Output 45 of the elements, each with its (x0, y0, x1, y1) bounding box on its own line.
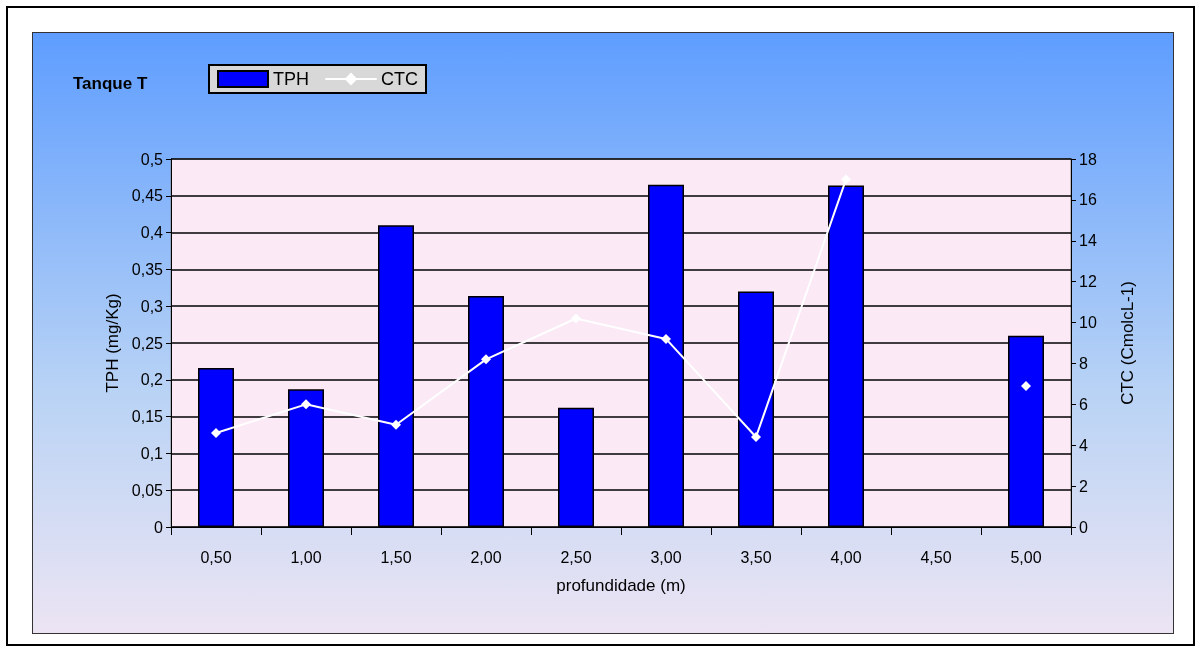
y2-tick-label: 8 (1079, 354, 1088, 372)
x-tick-label: 0,50 (200, 548, 232, 566)
x-tick-label: 5,00 (1010, 548, 1042, 566)
point (391, 419, 401, 430)
y2-tick-label: 18 (1079, 150, 1097, 168)
point (301, 399, 311, 410)
x-tick-label: 3,00 (650, 548, 682, 566)
y2-tick-label: 6 (1079, 395, 1088, 413)
point (211, 427, 221, 438)
y2-axis-title: CTC (CmolcL-1) (1118, 281, 1137, 405)
x-tick-label: 3,50 (740, 548, 772, 566)
x-tick-label: 4,00 (830, 548, 862, 566)
y-tick-label: 0,4 (140, 224, 164, 242)
y2-tick-label: 10 (1079, 314, 1097, 332)
chart-title: Tanque T (73, 74, 148, 93)
y-tick-label: 0,5 (140, 150, 164, 168)
x-tick-label: 1,50 (380, 548, 412, 566)
y-tick-label: 0 (154, 518, 164, 536)
y-tick-label: 0,2 (140, 371, 164, 389)
legend-label: CTC (381, 69, 418, 89)
legend-label: TPH (273, 69, 309, 89)
x-tick-label: 2,00 (470, 548, 502, 566)
x-tick-label: 4,50 (920, 548, 952, 566)
point (481, 354, 491, 365)
y-tick-label: 0,05 (131, 481, 164, 499)
y-tick-label: 0,15 (131, 408, 164, 426)
point (751, 432, 761, 443)
x-axis-title: profundidade (m) (556, 576, 686, 595)
y2-tick-label: 2 (1079, 477, 1088, 495)
y2-tick-label: 16 (1079, 191, 1097, 209)
y2-tick-label: 12 (1079, 273, 1097, 291)
x-tick-label: 2,50 (560, 548, 592, 566)
point (661, 333, 671, 344)
point (1021, 380, 1031, 391)
y-tick-label: 0,35 (131, 260, 164, 278)
y-tick-label: 0,45 (131, 187, 164, 205)
y-tick-label: 0,3 (140, 297, 164, 315)
y-axis-title: TPH (mg/Kg) (102, 293, 122, 393)
y2-tick-label: 14 (1079, 232, 1097, 250)
y2-tick-label: 4 (1079, 436, 1088, 454)
point (841, 174, 851, 185)
x-tick-label: 1,00 (290, 548, 322, 566)
y2-tick-label: 0 (1079, 518, 1088, 536)
y-tick-label: 0,25 (131, 334, 164, 352)
y-tick-label: 0,1 (140, 444, 164, 462)
